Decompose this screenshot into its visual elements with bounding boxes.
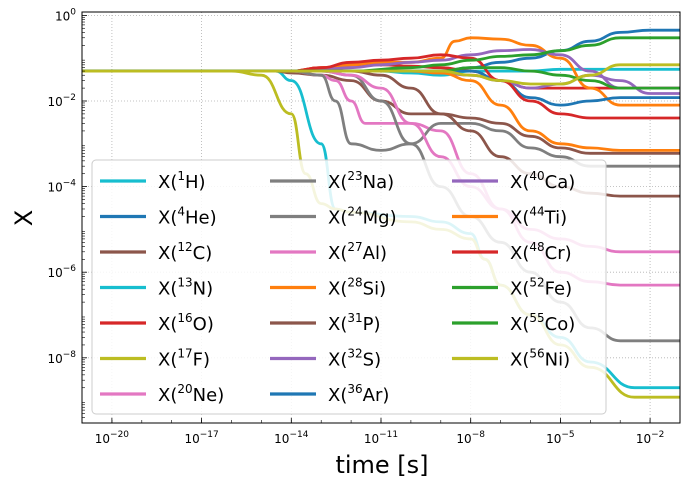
legend-label: X(13N) xyxy=(158,276,213,300)
x-axis-title: time [s] xyxy=(335,451,428,479)
y-tick-label: 10−2 xyxy=(47,93,76,109)
legend-entry: X(48Cr) xyxy=(452,240,572,264)
legend-box xyxy=(91,159,607,415)
legend-entry: X(13N) xyxy=(100,276,213,300)
legend-entry: X(24Mg) xyxy=(270,205,397,229)
series-line-c12 xyxy=(82,69,680,155)
legend-entry: X(28Si) xyxy=(270,276,386,300)
legend-label: X(28Si) xyxy=(328,276,386,300)
legend-entry: X(20Ne) xyxy=(100,382,224,406)
legend-label: X(36Ar) xyxy=(328,382,389,406)
series-line-cr48 xyxy=(82,53,680,120)
legend-label: X(48Cr) xyxy=(510,240,572,264)
x-tick-label: 10−17 xyxy=(184,430,218,446)
legend-entry: X(52Fe) xyxy=(452,276,572,300)
plot-frame xyxy=(81,11,681,424)
legend: X(1H) X(4He) X(12C) X(13N) X(16O) X(17F) X(20N… xyxy=(91,159,607,415)
legend-entry: X(44Ti) xyxy=(452,205,567,229)
legend-entry: X(17F) xyxy=(100,347,210,371)
legend-label: X(32S) xyxy=(328,347,381,371)
y-tick-label: 10−4 xyxy=(47,179,76,195)
x-tick-label: 10−11 xyxy=(364,430,398,446)
legend-entry: X(56Ni) xyxy=(452,347,570,371)
legend-label: X(56Ni) xyxy=(510,347,570,371)
x-tick-label: 10−2 xyxy=(636,430,665,446)
legend-entry: X(4He) xyxy=(100,205,217,229)
legend-label: X(20Ne) xyxy=(158,382,224,406)
x-tick-label: 10−8 xyxy=(456,430,485,446)
legend-label: X(17F) xyxy=(158,347,210,371)
legend-entry: X(16O) xyxy=(100,311,214,335)
axes: 10−20 10−17 10−14 10−11 10−8 10−5 10−2 100 10−2 1… xyxy=(47,7,681,446)
y-axis-title: X xyxy=(10,210,38,226)
legend-entry: X(32S) xyxy=(270,347,381,371)
legend-label: X(23Na) xyxy=(328,169,394,193)
legend-label: X(4He) xyxy=(158,205,217,229)
legend-label: X(12C) xyxy=(158,240,212,264)
legend-entry: X(55Co) xyxy=(452,311,575,335)
legend-entry: X(27Al) xyxy=(270,240,387,264)
legend-label: X(24Mg) xyxy=(328,205,397,229)
legend-entry: X(23Na) xyxy=(270,169,394,193)
y-tick-label: 100 xyxy=(55,7,76,23)
legend-label: X(52Fe) xyxy=(510,276,572,300)
x-tick-label: 10−5 xyxy=(546,430,575,446)
legend-label: X(1H) xyxy=(158,169,206,193)
x-tick-label: 10−14 xyxy=(274,430,309,446)
legend-entry: X(31P) xyxy=(270,311,381,335)
legend-label: X(40Ca) xyxy=(510,169,575,193)
legend-entry: X(36Ar) xyxy=(270,382,389,406)
y-tick-label: 10−6 xyxy=(47,264,76,280)
series-line-ni56 xyxy=(82,63,680,86)
legend-label: X(16O) xyxy=(158,311,214,335)
legend-entry: X(12C) xyxy=(100,240,212,264)
x-tick-label: 10−20 xyxy=(95,430,130,446)
legend-entry: X(1H) xyxy=(100,169,206,193)
legend-entry: X(40Ca) xyxy=(452,169,575,193)
legend-label: X(27Al) xyxy=(328,240,387,264)
legend-label: X(44Ti) xyxy=(510,205,567,229)
y-tick-label: 10−8 xyxy=(47,350,76,366)
legend-label: X(31P) xyxy=(328,311,381,335)
legend-label: X(55Co) xyxy=(510,311,575,335)
